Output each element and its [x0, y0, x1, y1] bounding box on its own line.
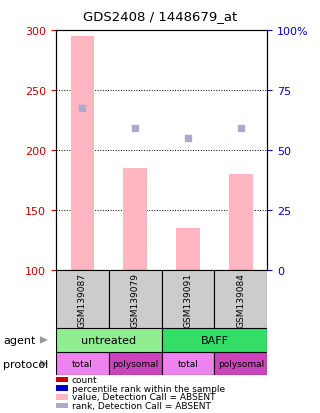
Bar	[70, 37, 94, 271]
FancyBboxPatch shape	[56, 352, 109, 375]
FancyBboxPatch shape	[162, 352, 214, 375]
Text: polysomal: polysomal	[218, 359, 264, 368]
Text: BAFF: BAFF	[200, 335, 228, 345]
Text: polysomal: polysomal	[112, 359, 158, 368]
Bar	[176, 229, 200, 271]
Text: total: total	[178, 359, 198, 368]
Text: count: count	[72, 375, 98, 384]
Text: percentile rank within the sample: percentile rank within the sample	[72, 384, 225, 393]
Text: untreated: untreated	[81, 335, 136, 345]
FancyBboxPatch shape	[109, 271, 162, 328]
FancyBboxPatch shape	[56, 271, 109, 328]
Text: GSM139079: GSM139079	[131, 272, 140, 327]
FancyBboxPatch shape	[214, 271, 267, 328]
Text: value, Detection Call = ABSENT: value, Detection Call = ABSENT	[72, 392, 215, 401]
Text: GSM139091: GSM139091	[183, 272, 193, 327]
FancyBboxPatch shape	[56, 328, 162, 352]
Text: rank, Detection Call = ABSENT: rank, Detection Call = ABSENT	[72, 401, 211, 410]
Bar	[229, 175, 253, 271]
Text: protocol: protocol	[3, 358, 48, 369]
FancyBboxPatch shape	[162, 271, 214, 328]
FancyBboxPatch shape	[214, 352, 267, 375]
FancyBboxPatch shape	[162, 328, 267, 352]
Text: GSM139087: GSM139087	[78, 272, 87, 327]
Bar	[123, 169, 147, 271]
Text: GSM139084: GSM139084	[236, 272, 245, 327]
Text: agent: agent	[3, 335, 36, 345]
Text: GDS2408 / 1448679_at: GDS2408 / 1448679_at	[83, 10, 237, 23]
FancyBboxPatch shape	[109, 352, 162, 375]
Text: total: total	[72, 359, 93, 368]
